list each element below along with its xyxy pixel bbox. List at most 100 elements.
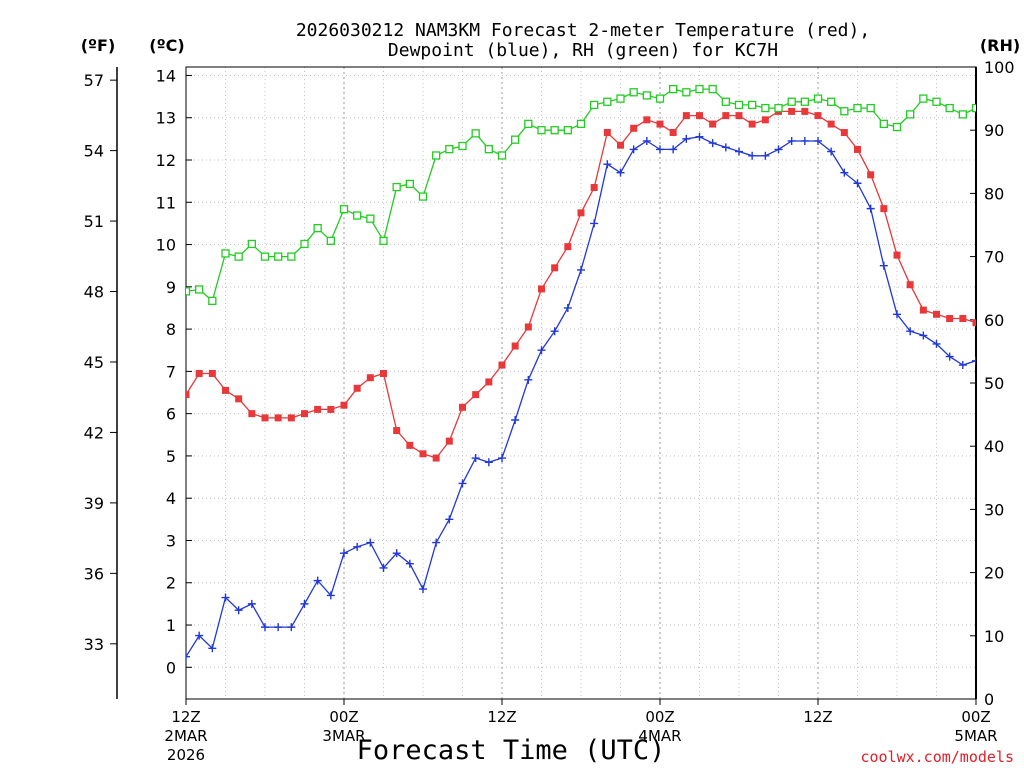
- rh-point: [879, 119, 888, 129]
- temperature-point: [551, 264, 559, 272]
- dewpoint-point: [247, 599, 256, 608]
- temperature-point: [630, 124, 638, 132]
- dewpoint-point: [234, 606, 243, 615]
- temperature-point: [867, 171, 875, 179]
- rh-point: [550, 126, 559, 135]
- rh-point: [339, 205, 349, 214]
- temperature-point: [393, 427, 401, 435]
- rh-point: [247, 239, 256, 249]
- dewpoint-point: [287, 623, 296, 632]
- dewpoint-point: [879, 261, 888, 270]
- temperature-point: [524, 323, 532, 331]
- rh-point: [432, 151, 441, 160]
- rh-point: [537, 126, 546, 135]
- chart-title-line1: 2026030212 NAM3KM Forecast 2-meter Tempe…: [296, 20, 870, 41]
- x-axis-label: Forecast Time (UTC): [357, 735, 666, 766]
- dewpoint-point: [313, 576, 322, 585]
- temperature-point: [603, 129, 611, 137]
- dewpoint-point: [735, 147, 743, 156]
- chart-title-line2: Dewpoint (blue), RH (green) for KC7H: [388, 40, 778, 61]
- celsius-tick-label: 3: [166, 531, 176, 550]
- rh-tick-label: 60: [984, 311, 1004, 330]
- temperature-point: [472, 391, 480, 399]
- dewpoint-point: [550, 327, 559, 336]
- celsius-tick-label: 0: [166, 658, 176, 677]
- rh-point: [313, 224, 322, 233]
- temperature-point: [946, 315, 954, 323]
- dewpoint-point: [827, 147, 836, 156]
- dewpoint-point: [340, 549, 348, 558]
- dewpoint-point: [186, 652, 190, 661]
- temperature-point: [222, 386, 229, 394]
- dewpoint-point: [787, 136, 796, 145]
- rh-point: [274, 252, 283, 261]
- dewpoint-point: [274, 623, 283, 632]
- dewpoint-point: [366, 538, 375, 547]
- rh-point: [221, 249, 230, 258]
- dewpoint-point: [603, 160, 612, 169]
- dewpoint-point: [682, 134, 691, 143]
- temperature-point: [827, 120, 835, 128]
- rh-point: [734, 100, 744, 110]
- dewpoint-point: [932, 339, 941, 348]
- axis-ticks: 0123456789101112131433363942454851545701…: [84, 58, 1015, 764]
- temperature-point: [814, 112, 822, 120]
- x-tick-date: 3MAR: [322, 727, 365, 745]
- temperature-point: [761, 116, 769, 124]
- rh-point: [366, 214, 375, 223]
- celsius-tick-label: 14: [156, 66, 176, 85]
- temperature-point: [327, 405, 335, 413]
- rh-unit-label: (RH): [980, 36, 1020, 55]
- temperature-point: [801, 107, 809, 115]
- temperature-point: [722, 112, 730, 120]
- dewpoint-point: [208, 644, 217, 653]
- dewpoint-point: [458, 479, 467, 488]
- rh-point: [590, 100, 599, 110]
- temperature-point: [340, 401, 348, 409]
- rh-point: [774, 103, 783, 113]
- temperature-point: [261, 414, 269, 422]
- x-tick-date: 4MAR: [638, 727, 681, 745]
- temperature-point: [643, 116, 651, 124]
- temperature-point: [577, 209, 585, 217]
- rh-point: [827, 97, 836, 106]
- fahrenheit-tick-label: 57: [84, 71, 104, 90]
- x-tick-time: 00Z: [961, 708, 990, 726]
- temperature-point: [959, 315, 967, 323]
- dewpoint-point: [748, 151, 757, 160]
- temperature-point: [485, 378, 493, 386]
- rh-point: [682, 88, 691, 97]
- dewpoint-point: [945, 352, 954, 361]
- x-tick-time: 00Z: [645, 708, 674, 726]
- dewpoint-point: [221, 593, 230, 602]
- dewpoint-point: [616, 168, 625, 177]
- temperature-point: [353, 384, 361, 392]
- dewpoint-point: [972, 356, 976, 365]
- celsius-tick-label: 4: [166, 489, 176, 508]
- rh-tick-label: 70: [984, 248, 1004, 267]
- dewpoint-point: [866, 204, 875, 213]
- temperature-point: [538, 285, 545, 293]
- dewpoint-point: [800, 136, 809, 145]
- temperature-point: [590, 183, 598, 191]
- x-tick-time: 12Z: [171, 708, 200, 726]
- temperature-point: [274, 414, 282, 422]
- rh-point: [945, 103, 954, 113]
- rh-point: [576, 119, 586, 129]
- temperature-point: [248, 410, 256, 418]
- rh-point: [300, 239, 309, 249]
- rh-point: [919, 94, 928, 103]
- temperature-point: [893, 251, 901, 259]
- rh-tick-label: 90: [984, 121, 1004, 140]
- x-tick-date: 2MAR: [164, 727, 207, 745]
- rh-point: [287, 252, 296, 261]
- rh-tick-label: 40: [984, 437, 1004, 456]
- rh-point: [471, 129, 480, 138]
- temperature-point: [406, 441, 414, 449]
- dewpoint-point: [642, 136, 651, 145]
- temperature-point: [186, 391, 190, 399]
- rh-tick-label: 0: [984, 690, 994, 709]
- temperature-point: [972, 319, 976, 327]
- dewpoint-point: [840, 168, 849, 177]
- rh-point: [497, 151, 507, 160]
